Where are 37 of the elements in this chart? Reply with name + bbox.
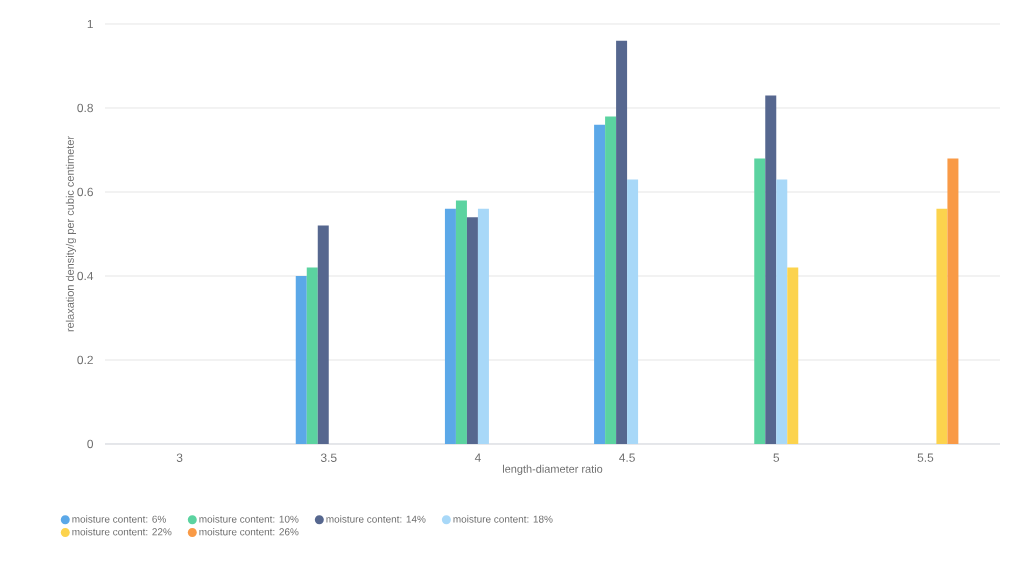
bar: [444, 208, 456, 444]
bar: [776, 179, 788, 444]
bar: [295, 275, 307, 444]
bar: [765, 95, 777, 444]
bar: [947, 158, 959, 444]
legend-label: moisture content: 22%: [72, 528, 172, 536]
x-tick-label: 5.5: [917, 453, 934, 462]
legend-label: moisture content: 26%: [199, 528, 299, 536]
y-tick-label: 0.6: [77, 187, 93, 197]
bar: [754, 158, 766, 444]
x-tick-label: 4.5: [619, 453, 635, 462]
bar: [466, 217, 478, 444]
bar: [616, 40, 628, 444]
bar: [627, 179, 639, 444]
bar: [605, 116, 617, 444]
y-tick-label: 0.2: [77, 355, 93, 365]
y-tick-label: 1: [87, 19, 93, 29]
legend-label: moisture content: 18%: [453, 515, 553, 523]
legend-label: moisture content: 10%: [199, 515, 299, 523]
bar: [306, 267, 318, 444]
x-tick-label: 3: [176, 453, 183, 462]
bar: [477, 208, 489, 444]
bar: [317, 225, 329, 444]
y-tick-label: 0: [87, 439, 94, 449]
bar: [594, 124, 606, 444]
bar: [787, 267, 799, 444]
bar: [936, 208, 948, 444]
x-tick-label: 3.5: [320, 453, 337, 462]
y-tick-label: 0.4: [77, 271, 94, 281]
x-tick-label: 5: [773, 453, 780, 462]
legend-label: moisture content: 6%: [72, 515, 166, 523]
x-tick-label: 4: [474, 453, 481, 462]
bar: [455, 200, 467, 444]
x-axis-title: length-diameter ratio: [502, 464, 603, 476]
y-axis-title: relaxation density/g per cubic centimeter: [65, 136, 77, 332]
y-tick-label: 0.8: [77, 103, 93, 113]
legend-label: moisture content: 14%: [326, 515, 426, 523]
